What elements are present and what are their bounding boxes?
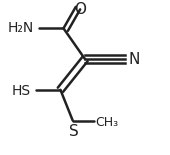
Text: H₂N: H₂N — [8, 21, 34, 35]
Text: O: O — [74, 2, 86, 17]
Text: CH₃: CH₃ — [95, 116, 118, 129]
Text: S: S — [69, 124, 79, 139]
Text: HS: HS — [12, 84, 31, 97]
Text: N: N — [128, 52, 139, 66]
